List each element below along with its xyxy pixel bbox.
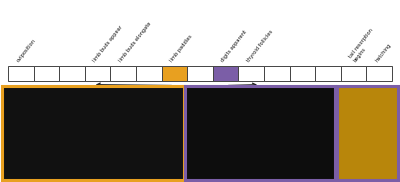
Text: TS 10: TS 10	[238, 86, 254, 91]
Polygon shape	[358, 120, 377, 146]
Ellipse shape	[68, 109, 162, 168]
Circle shape	[198, 118, 214, 129]
Bar	[315, 66, 341, 81]
Text: TS 9: TS 9	[213, 86, 225, 91]
Bar	[213, 66, 238, 81]
Text: limb buds elongate: limb buds elongate	[118, 21, 152, 63]
Circle shape	[22, 123, 36, 131]
Circle shape	[25, 125, 34, 130]
Bar	[34, 66, 59, 81]
Bar	[290, 66, 315, 81]
Bar	[136, 66, 162, 81]
Bar	[341, 66, 366, 81]
Ellipse shape	[9, 114, 49, 144]
Ellipse shape	[212, 122, 236, 136]
Text: TS 4: TS 4	[85, 86, 97, 91]
Bar	[366, 66, 392, 81]
Ellipse shape	[235, 136, 250, 144]
Text: hatching: hatching	[374, 42, 392, 63]
Text: thyroid follicles: thyroid follicles	[246, 29, 274, 63]
Polygon shape	[352, 109, 385, 157]
Ellipse shape	[13, 113, 118, 149]
Text: TS 15: TS 15	[366, 86, 382, 91]
Text: TS 13: TS 13	[315, 86, 331, 91]
Text: digits apparent: digits apparent	[220, 29, 248, 63]
Text: TS 1: TS 1	[8, 86, 20, 91]
Text: limb buds appear: limb buds appear	[92, 24, 124, 63]
Text: TS 7: TS 7	[162, 86, 174, 91]
Bar	[238, 66, 264, 81]
Text: limb paddles: limb paddles	[169, 34, 194, 63]
Bar	[187, 66, 213, 81]
Bar	[264, 66, 290, 81]
Bar	[59, 66, 85, 81]
Text: TS 5: TS 5	[110, 86, 122, 91]
Bar	[110, 66, 136, 81]
Ellipse shape	[226, 115, 301, 170]
Bar	[162, 66, 187, 81]
Text: oviposition: oviposition	[16, 38, 37, 63]
Ellipse shape	[36, 124, 69, 138]
Bar	[85, 66, 110, 81]
Ellipse shape	[190, 111, 223, 143]
Ellipse shape	[191, 112, 269, 146]
Bar	[8, 66, 34, 81]
Text: tail resorption
begins: tail resorption begins	[348, 28, 379, 63]
